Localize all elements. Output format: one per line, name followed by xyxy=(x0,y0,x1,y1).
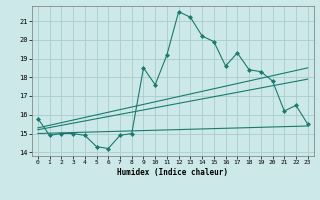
X-axis label: Humidex (Indice chaleur): Humidex (Indice chaleur) xyxy=(117,168,228,177)
